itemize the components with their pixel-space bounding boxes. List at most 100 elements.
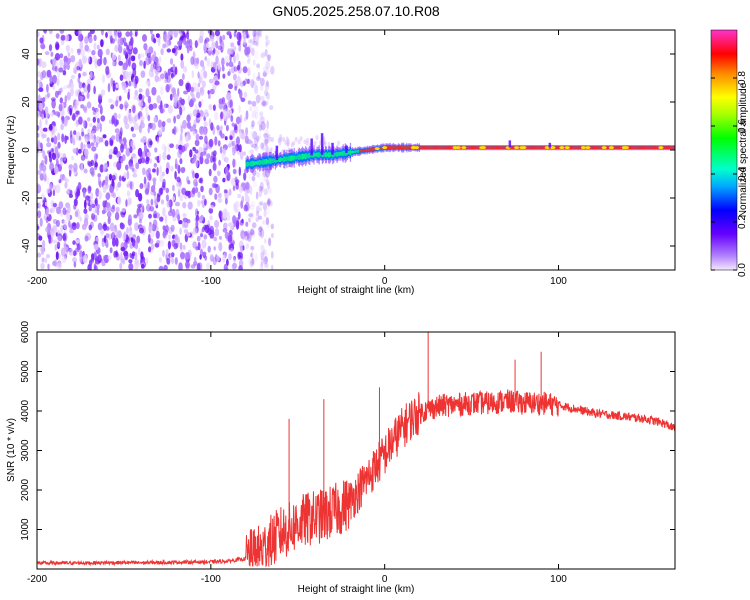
noise-speckle [138, 93, 143, 100]
signal-band [341, 151, 343, 156]
noise-speckle [37, 152, 40, 158]
signal-core [673, 146, 675, 149]
signal-core [370, 148, 372, 151]
noise-speckle [203, 142, 207, 149]
signal-core [468, 146, 470, 149]
noise-speckle [255, 214, 260, 220]
signal-band [300, 154, 303, 160]
noise-speckle [243, 204, 249, 212]
noise-speckle [208, 168, 212, 177]
noise-speckle [98, 180, 102, 188]
noise-speckle [41, 257, 45, 263]
noise-speckle [103, 235, 107, 244]
noise-speckle [215, 55, 219, 65]
noise-speckle [61, 115, 65, 125]
noise-speckle [229, 47, 234, 55]
noise-speckle [37, 210, 42, 219]
noise-speckle [135, 262, 141, 268]
noise-speckle [87, 185, 92, 194]
signal-band [316, 152, 318, 158]
noise-speckle [42, 133, 47, 138]
noise-speckle [158, 265, 164, 270]
noise-speckle [248, 217, 251, 224]
signal-core [631, 146, 633, 149]
noise-speckle [118, 60, 124, 66]
signal-core [487, 146, 489, 149]
noise-speckle [124, 100, 128, 106]
noise-speckle [206, 58, 210, 67]
signal-core [426, 146, 428, 149]
signal-band [307, 153, 309, 158]
noise-speckle [68, 220, 71, 228]
noise-speckle [206, 153, 211, 159]
noise-speckle [81, 131, 85, 137]
noise-speckle [152, 177, 157, 182]
noise-speckle [237, 193, 242, 199]
noise-speckle [264, 48, 268, 57]
signal-band [284, 156, 286, 162]
noise-speckle [260, 101, 266, 107]
noise-speckle [70, 47, 74, 54]
signal-core [407, 146, 409, 149]
noise-speckle [45, 226, 50, 233]
noise-speckle [256, 63, 261, 69]
noise-speckle [108, 148, 114, 155]
noise-speckle [183, 229, 189, 234]
noise-speckle [158, 128, 163, 135]
signal-core [616, 146, 619, 149]
signal-core [542, 146, 545, 149]
noise-speckle [99, 123, 103, 133]
noise-speckle [37, 225, 40, 230]
noise-speckle [297, 139, 301, 145]
signal-band [279, 157, 281, 162]
noise-speckle [146, 173, 152, 182]
noise-speckle [154, 147, 158, 153]
noise-speckle [264, 129, 269, 137]
noise-speckle [127, 218, 132, 226]
signal-core [371, 148, 373, 151]
noise-speckle [171, 196, 175, 201]
signal-core [389, 146, 391, 149]
noise-speckle [199, 254, 202, 260]
noise-speckle [40, 127, 44, 137]
noise-speckle [139, 183, 144, 189]
noise-speckle [39, 217, 43, 227]
noise-speckle [284, 140, 288, 145]
signal-band [261, 160, 263, 164]
noise-speckle [255, 205, 260, 213]
signal-band [313, 152, 315, 158]
noise-speckle [99, 164, 104, 173]
signal-band [296, 155, 298, 159]
noise-speckle [185, 252, 191, 260]
noise-speckle [186, 121, 191, 129]
signal-core [392, 146, 394, 149]
noise-speckle [270, 251, 274, 259]
noise-speckle [270, 65, 275, 75]
noise-speckle [195, 214, 200, 221]
noise-speckle [84, 136, 90, 143]
noise-speckle [148, 56, 152, 65]
noise-speckle [245, 243, 249, 249]
noise-speckle [66, 204, 71, 214]
noise-speckle [54, 244, 57, 251]
noise-speckle [161, 124, 165, 133]
snr-y-axis-label: SNR (10 * v/v) [6, 418, 17, 482]
signal-band [333, 152, 335, 158]
noise-speckle [103, 255, 106, 261]
noise-speckle [257, 226, 263, 233]
noise-speckle [243, 172, 247, 181]
noise-speckle [303, 139, 307, 145]
noise-speckle [140, 53, 145, 58]
noise-speckle [83, 168, 88, 174]
noise-speckle [57, 262, 62, 270]
noise-speckle [60, 123, 64, 131]
noise-speckle [250, 124, 255, 129]
noise-speckle [115, 206, 120, 213]
noise-speckle [38, 87, 44, 92]
noise-speckle [313, 140, 317, 146]
noise-speckle [249, 38, 255, 43]
noise-speckle [218, 235, 223, 240]
noise-speckle [73, 162, 78, 173]
noise-speckle [264, 82, 270, 91]
noise-speckle [250, 140, 254, 148]
